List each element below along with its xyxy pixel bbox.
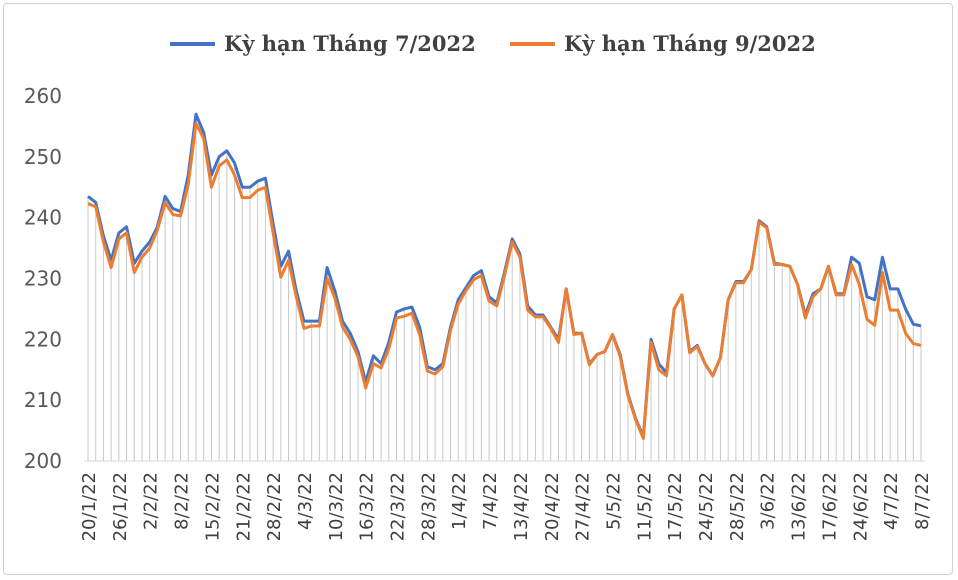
x-tick-label: 8/2/22 bbox=[172, 472, 193, 530]
x-tick-label: 3/6/22 bbox=[758, 472, 779, 530]
series-line-thang-9 bbox=[87, 121, 922, 440]
x-tick-label: 15/2/22 bbox=[202, 472, 223, 541]
legend: Kỳ hạn Tháng 7/2022 Kỳ hạn Tháng 9/2022 bbox=[170, 31, 816, 56]
x-tick-label: 8/7/22 bbox=[912, 472, 933, 530]
chart-frame bbox=[3, 3, 953, 575]
y-tick-label: 210 bbox=[24, 388, 62, 412]
x-tick-label: 10/3/22 bbox=[326, 472, 347, 541]
x-tick-label: 11/5/22 bbox=[634, 472, 655, 541]
drop-lines bbox=[87, 114, 922, 461]
x-tick-label: 28/3/22 bbox=[418, 472, 439, 541]
y-tick-label: 230 bbox=[24, 267, 62, 291]
y-axis-ticks: 200 210 220 230 240 250 260 bbox=[24, 84, 62, 473]
series-lines bbox=[87, 112, 922, 440]
x-tick-label: 2/2/22 bbox=[141, 472, 162, 530]
x-tick-label: 5/5/22 bbox=[603, 472, 624, 530]
x-tick-label: 1/4/22 bbox=[449, 472, 470, 530]
x-tick-label: 24/6/22 bbox=[850, 472, 871, 541]
y-tick-label: 260 bbox=[24, 84, 62, 108]
x-tick-label: 26/1/22 bbox=[110, 472, 131, 541]
x-tick-label: 28/2/22 bbox=[264, 472, 285, 541]
x-tick-label: 13/6/22 bbox=[789, 472, 810, 541]
x-tick-label: 22/3/22 bbox=[388, 472, 409, 541]
x-tick-label: 28/5/22 bbox=[727, 472, 748, 541]
x-tick-label: 27/4/22 bbox=[573, 472, 594, 541]
y-tick-label: 250 bbox=[24, 145, 62, 169]
legend-label-series-1: Kỳ hạn Tháng 7/2022 bbox=[224, 31, 476, 56]
x-tick-label: 17/6/22 bbox=[819, 472, 840, 541]
x-tick-label: 24/5/22 bbox=[696, 472, 717, 541]
x-tick-label: 7/4/22 bbox=[480, 472, 501, 530]
x-axis-ticks: 20/1/22 26/1/22 2/2/22 8/2/22 15/2/22 21/2/22… bbox=[79, 472, 933, 541]
x-tick-label: 20/1/22 bbox=[79, 472, 100, 541]
x-tick-label: 17/5/22 bbox=[665, 472, 686, 541]
legend-label-series-2: Kỳ hạn Tháng 9/2022 bbox=[564, 31, 816, 56]
x-tick-label: 13/4/22 bbox=[511, 472, 532, 541]
x-tick-label: 4/3/22 bbox=[295, 472, 316, 530]
x-tick-label: 21/2/22 bbox=[233, 472, 254, 541]
y-tick-label: 240 bbox=[24, 206, 62, 230]
y-tick-label: 220 bbox=[24, 327, 62, 351]
x-tick-label: 16/3/22 bbox=[357, 472, 378, 541]
x-tick-label: 20/4/22 bbox=[542, 472, 563, 541]
x-tick-label: 4/7/22 bbox=[881, 472, 902, 530]
y-tick-label: 200 bbox=[24, 449, 62, 473]
